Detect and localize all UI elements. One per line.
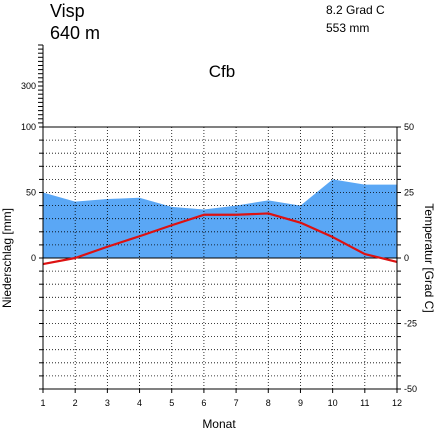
temperature-line-layer — [42, 212, 398, 266]
x-tick-label: 9 — [298, 398, 303, 408]
y-right-tick-label: 0 — [404, 253, 409, 263]
upper-axis-tick-label: 300 — [21, 81, 36, 91]
x-tick-label: 1 — [40, 398, 45, 408]
y-right-axis-title: Temperatur [Grad C] — [422, 203, 436, 312]
y-right-tick-label: -50 — [404, 384, 417, 394]
x-tick-label: 6 — [201, 398, 206, 408]
mean-temperature: 8.2 Grad C — [326, 3, 385, 17]
x-tick-label: 2 — [73, 398, 78, 408]
temperature-line — [42, 212, 398, 266]
climate-class: Cfb — [209, 62, 235, 81]
y-right-tick-label: 50 — [404, 122, 414, 132]
y-left-tick-label: 100 — [21, 122, 36, 132]
station-elevation: 640 m — [50, 23, 100, 43]
x-tick-label: 11 — [360, 398, 369, 408]
x-tick-label: 12 — [392, 398, 402, 408]
y-right-tick-label: -25 — [404, 319, 417, 329]
x-tick-label: 7 — [234, 398, 239, 408]
x-tick-label: 3 — [105, 398, 110, 408]
y-right-tick-label: 25 — [404, 188, 414, 198]
y-left-axis-title: Niederschlag [mm] — [0, 208, 14, 308]
x-tick-label: 5 — [169, 398, 174, 408]
grid-layer — [43, 127, 397, 389]
x-tick-label: 4 — [137, 398, 142, 408]
x-tick-label: 10 — [328, 398, 338, 408]
upper-precip-axis: 300 — [21, 44, 43, 124]
y-left-tick-label: 50 — [26, 188, 36, 198]
x-axis-title: Monat — [202, 417, 236, 430]
x-tick-label: 8 — [266, 398, 271, 408]
station-name: Visp — [50, 1, 85, 21]
y-left-tick-label: 0 — [31, 253, 36, 263]
annual-precipitation: 553 mm — [326, 21, 369, 35]
